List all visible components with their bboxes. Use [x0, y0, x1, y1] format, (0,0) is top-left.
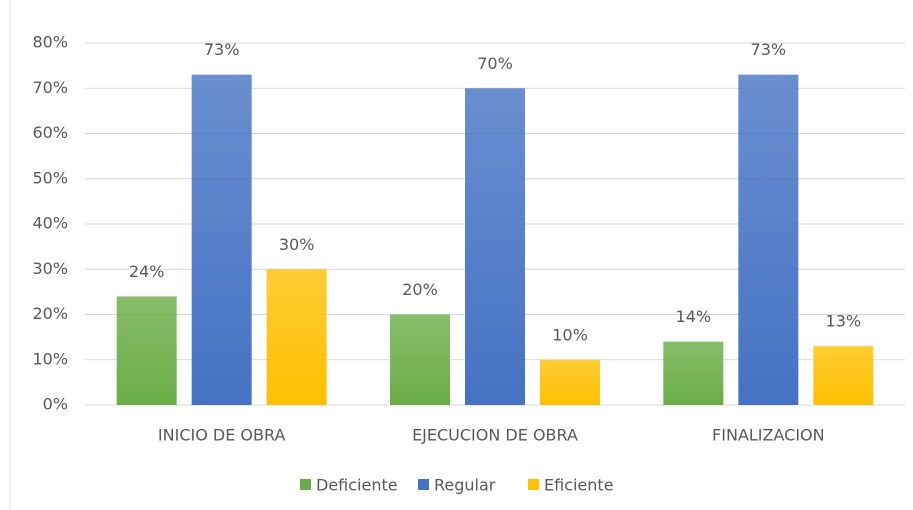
bar: [465, 88, 525, 405]
bar: [390, 314, 450, 405]
y-tick-label: 0%: [43, 395, 68, 414]
value-label: 14%: [676, 307, 712, 326]
y-tick-label: 10%: [32, 349, 68, 368]
value-label: 10%: [552, 325, 588, 344]
x-tick-label: FINALIZACION: [712, 426, 825, 445]
y-tick-label: 50%: [32, 168, 68, 187]
bar: [813, 346, 874, 405]
value-label: 30%: [279, 235, 315, 254]
x-tick-label: EJECUCION DE OBRA: [412, 426, 578, 445]
legend-swatch: [300, 479, 311, 490]
value-label: 20%: [402, 280, 438, 299]
value-label: 73%: [751, 40, 787, 59]
legend-label: Regular: [434, 476, 496, 495]
y-tick-label: 30%: [32, 259, 68, 278]
y-tick-label: 40%: [32, 214, 68, 233]
value-label: 13%: [826, 312, 862, 331]
y-tick-label: 20%: [32, 304, 68, 323]
legend-label: Deficiente: [316, 476, 398, 495]
x-tick-label: INICIO DE OBRA: [158, 426, 286, 445]
value-label: 70%: [477, 54, 513, 73]
value-label: 73%: [204, 40, 240, 59]
legend-swatch: [418, 479, 429, 490]
y-tick-label: 80%: [32, 33, 68, 52]
bar: [191, 74, 252, 406]
legend-label: Eficiente: [544, 476, 614, 495]
legend-swatch: [528, 479, 539, 490]
bar: [266, 269, 327, 405]
bar: [540, 359, 600, 405]
bar: [663, 341, 724, 405]
bar: [116, 296, 177, 405]
bar: [738, 74, 799, 406]
y-tick-label: 60%: [32, 123, 68, 142]
y-tick-label: 70%: [32, 78, 68, 97]
value-label: 24%: [129, 262, 165, 281]
